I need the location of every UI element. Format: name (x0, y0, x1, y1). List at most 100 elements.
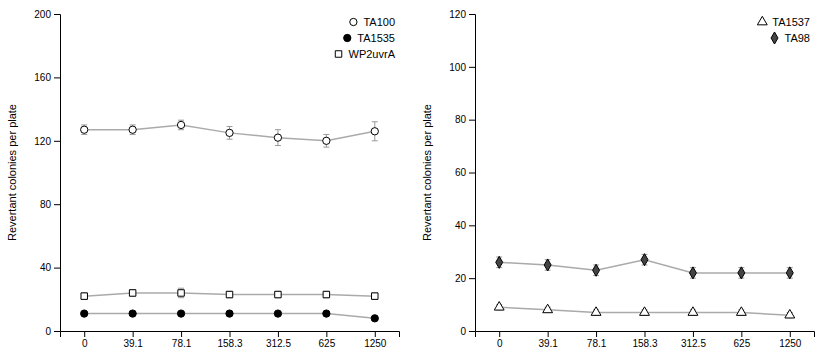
x-tick: 39.1 (123, 331, 143, 349)
y-tick: 40 (40, 262, 60, 273)
y-tick-mark (469, 120, 475, 121)
y-axis: 020406080100120 (449, 9, 475, 337)
y-axis-title: Revertant colonies per plate (6, 104, 18, 241)
x-tick: 1250 (364, 331, 387, 349)
error-bar (496, 257, 502, 268)
legend-label: TA98 (785, 32, 810, 44)
y-tick: 0 (45, 326, 60, 337)
x-tick: 158.3 (632, 331, 657, 349)
legend: TA1537 TA98 (757, 16, 810, 44)
legend-item: TA100 (350, 16, 395, 28)
error-bar (227, 127, 233, 140)
x-axis-line (61, 332, 400, 338)
data-point (129, 126, 136, 133)
x-tick-mark (278, 331, 279, 337)
y-tick: 60 (455, 167, 475, 178)
data-point (274, 134, 281, 141)
x-tick-mark (230, 331, 231, 337)
error-bar (323, 291, 329, 297)
data-point (496, 256, 503, 268)
x-tick: 312.5 (266, 331, 291, 349)
y-tick-mark (469, 14, 475, 15)
legend-label: TA1535 (357, 32, 395, 44)
error-bar (738, 268, 744, 279)
x-tick-mark (84, 331, 85, 337)
legend-label: TA100 (363, 16, 395, 28)
error-bar (178, 120, 184, 130)
plot-area (81, 120, 379, 322)
x-tick-label: 312.5 (681, 338, 706, 349)
y-tick: 200 (34, 9, 60, 20)
y-tick-label: 160 (34, 72, 51, 83)
x-tick-label: 625 (734, 338, 751, 349)
legend-item: TA1537 (757, 16, 810, 28)
data-point (323, 310, 330, 317)
data-point (641, 254, 648, 266)
legend-item: TA98 (771, 32, 810, 44)
y-tick: 160 (34, 72, 60, 83)
data-point (81, 293, 87, 299)
x-tick-mark (499, 331, 500, 337)
data-point (323, 137, 330, 144)
error-bar (787, 268, 793, 279)
x-tick: 0 (82, 331, 88, 349)
data-point (371, 315, 378, 322)
data-point (688, 307, 698, 316)
legend-item: WP2uvrA (335, 48, 395, 60)
x-tick: 625 (319, 331, 336, 349)
x-tick: 158.3 (217, 331, 242, 349)
y-tick-label: 80 (455, 114, 467, 125)
data-point (177, 121, 184, 128)
legend-label: TA1537 (772, 16, 810, 28)
data-point (81, 126, 88, 133)
legend-label: WP2uvrA (349, 48, 396, 60)
plot-area (494, 254, 794, 318)
legend: TA100 TA1535 WP2uvrA (335, 16, 395, 60)
data-point (129, 310, 136, 317)
y-tick: 120 (34, 136, 60, 147)
data-point (786, 267, 793, 279)
x-tick-mark (693, 331, 694, 337)
series-line (499, 307, 790, 315)
data-point (226, 310, 233, 317)
error-bar (323, 134, 329, 147)
x-tick-mark (133, 331, 134, 337)
data-point (226, 129, 233, 136)
y-tick: 0 (460, 326, 475, 337)
data-point (372, 293, 378, 299)
y-tick-label: 0 (45, 326, 51, 337)
x-tick-label: 78.1 (587, 338, 607, 349)
error-bar (372, 293, 378, 299)
y-tick: 80 (40, 199, 60, 210)
x-tick: 0 (497, 331, 503, 349)
x-tick: 39.1 (538, 331, 558, 349)
y-tick: 120 (449, 9, 475, 20)
y-tick-mark (54, 14, 60, 15)
y-tick: 100 (449, 62, 475, 73)
x-axis-line (476, 332, 815, 338)
data-point (178, 290, 184, 296)
x-tick-label: 0 (82, 338, 88, 349)
error-bar (130, 290, 136, 296)
x-tick-mark (375, 331, 376, 337)
data-point (371, 128, 378, 135)
panel: 039.178.1158.3312.5625125002040608010012… (421, 9, 815, 349)
x-tick-mark (645, 331, 646, 337)
y-tick-mark (54, 268, 60, 269)
x-axis: 0 39.1 78.1 158.3 312.5 625 1250 (476, 331, 815, 349)
x-tick-mark (741, 331, 742, 337)
x-tick-label: 625 (319, 338, 336, 349)
x-tick-label: 1250 (779, 338, 802, 349)
data-point (275, 291, 281, 297)
y-tick-mark (469, 225, 475, 226)
data-point (81, 310, 88, 317)
data-point (689, 267, 696, 279)
error-bar (130, 125, 136, 135)
y-tick-mark (54, 77, 60, 78)
y-axis: 0 40 80 120 160 200 (34, 9, 60, 337)
y-tick: 40 (455, 220, 475, 231)
y-tick-mark (469, 331, 475, 332)
data-point (544, 259, 551, 271)
legend-symbol (344, 34, 351, 41)
x-tick-label: 39.1 (538, 338, 558, 349)
